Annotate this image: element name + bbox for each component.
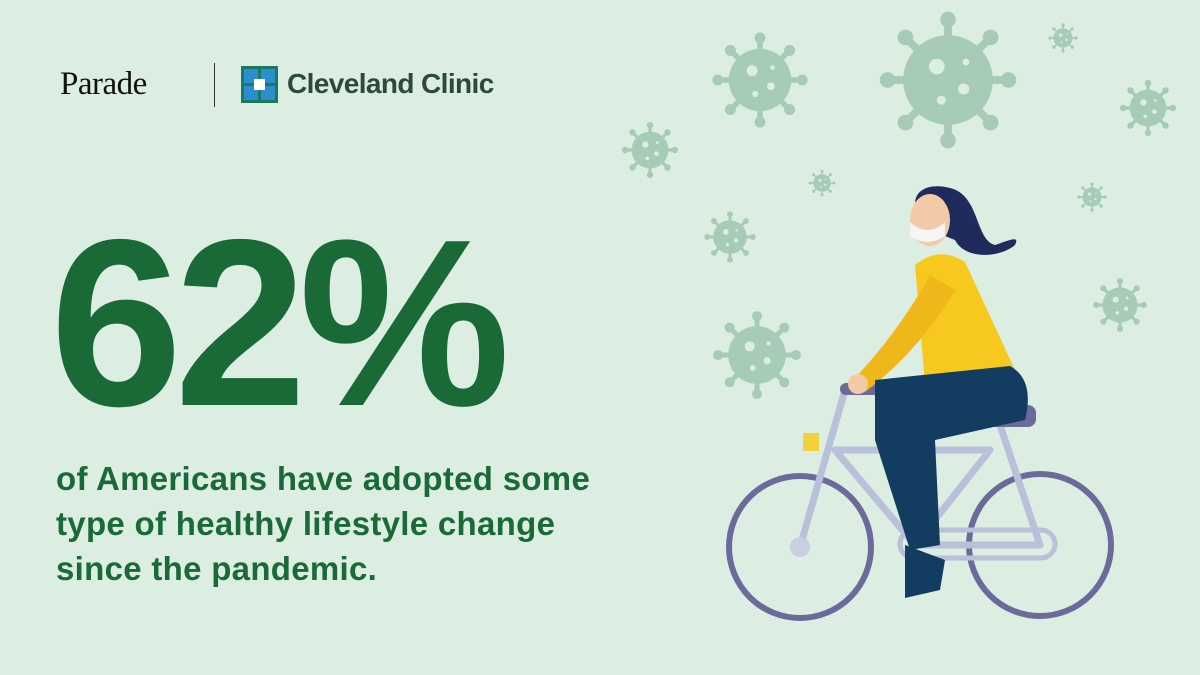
divider [214,63,215,107]
brand-logo: Parade [60,66,147,102]
stat-value: 62% [50,191,510,456]
stat-caption: of Americans have adopted some type of h… [56,460,591,587]
cyclist [726,186,1114,621]
partner-logo: Cleveland Clinic [287,68,494,99]
clinic-logo-mark [241,66,278,103]
